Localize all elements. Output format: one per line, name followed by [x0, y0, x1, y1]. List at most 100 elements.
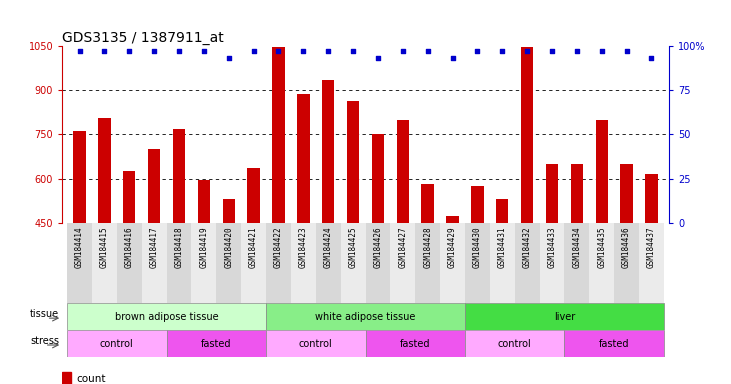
Bar: [390, 223, 415, 303]
Text: control: control: [498, 339, 531, 349]
Point: [198, 48, 210, 55]
Bar: [222, 199, 235, 223]
Text: GSM184417: GSM184417: [150, 227, 159, 268]
Bar: [67, 223, 92, 303]
Bar: [266, 330, 366, 357]
Text: control: control: [100, 339, 134, 349]
Text: tissue: tissue: [30, 309, 59, 319]
Text: GSM184414: GSM184414: [75, 227, 84, 268]
Bar: [596, 120, 608, 223]
Bar: [465, 330, 564, 357]
Point: [173, 48, 185, 55]
Point: [397, 48, 409, 55]
Bar: [173, 129, 185, 223]
Text: liver: liver: [554, 312, 575, 322]
Bar: [316, 223, 341, 303]
Text: GSM184427: GSM184427: [398, 227, 407, 268]
Bar: [440, 223, 465, 303]
Bar: [571, 164, 583, 223]
Bar: [67, 330, 167, 357]
Point: [298, 48, 309, 55]
Bar: [291, 223, 316, 303]
Text: GSM184436: GSM184436: [622, 227, 631, 268]
Text: stress: stress: [30, 336, 59, 346]
Bar: [123, 170, 135, 223]
Bar: [341, 223, 366, 303]
Text: fasted: fasted: [201, 339, 232, 349]
Point: [124, 48, 135, 55]
Bar: [366, 330, 465, 357]
Bar: [148, 149, 160, 223]
Bar: [471, 186, 484, 223]
Bar: [546, 164, 558, 223]
Bar: [422, 184, 434, 223]
Text: GSM184415: GSM184415: [100, 227, 109, 268]
Bar: [465, 303, 664, 330]
Bar: [167, 223, 192, 303]
Text: count: count: [77, 374, 106, 384]
Text: GSM184426: GSM184426: [374, 227, 382, 268]
Text: fasted: fasted: [599, 339, 629, 349]
Text: GSM184437: GSM184437: [647, 227, 656, 268]
Text: GSM184422: GSM184422: [274, 227, 283, 268]
Bar: [639, 223, 664, 303]
Bar: [167, 330, 266, 357]
Bar: [496, 199, 509, 223]
Text: GSM184418: GSM184418: [175, 227, 183, 268]
Bar: [322, 80, 334, 223]
Text: GSM184430: GSM184430: [473, 227, 482, 268]
Bar: [645, 174, 658, 223]
Point: [471, 48, 483, 55]
Bar: [247, 168, 260, 223]
Point: [273, 48, 284, 55]
Bar: [614, 223, 639, 303]
Point: [99, 48, 110, 55]
Point: [645, 55, 657, 61]
Bar: [98, 118, 110, 223]
Point: [621, 48, 632, 55]
Bar: [465, 223, 490, 303]
Bar: [521, 47, 534, 223]
Bar: [62, 372, 72, 384]
Text: GSM184435: GSM184435: [597, 227, 606, 268]
Text: GSM184425: GSM184425: [349, 227, 357, 268]
Bar: [372, 134, 385, 223]
Text: GSM184423: GSM184423: [299, 227, 308, 268]
Bar: [266, 303, 465, 330]
Text: GSM184429: GSM184429: [448, 227, 457, 268]
Point: [521, 48, 533, 55]
Text: GDS3135 / 1387911_at: GDS3135 / 1387911_at: [62, 31, 224, 45]
Text: GSM184420: GSM184420: [224, 227, 233, 268]
Point: [74, 48, 86, 55]
Point: [372, 55, 384, 61]
Bar: [415, 223, 440, 303]
Point: [447, 55, 458, 61]
Point: [596, 48, 607, 55]
Text: brown adipose tissue: brown adipose tissue: [115, 312, 219, 322]
Bar: [272, 47, 284, 223]
Bar: [346, 101, 359, 223]
Bar: [266, 223, 291, 303]
Bar: [73, 131, 86, 223]
Bar: [447, 216, 459, 223]
Bar: [366, 223, 390, 303]
Text: GSM184434: GSM184434: [572, 227, 581, 268]
Bar: [515, 223, 539, 303]
Bar: [241, 223, 266, 303]
Bar: [564, 223, 589, 303]
Point: [571, 48, 583, 55]
Bar: [297, 94, 309, 223]
Bar: [142, 223, 167, 303]
Point: [546, 48, 558, 55]
Bar: [216, 223, 241, 303]
Bar: [117, 223, 142, 303]
Point: [322, 48, 334, 55]
Text: GSM184416: GSM184416: [125, 227, 134, 268]
Bar: [92, 223, 117, 303]
Bar: [621, 164, 633, 223]
Text: control: control: [299, 339, 333, 349]
Bar: [192, 223, 216, 303]
Point: [248, 48, 260, 55]
Bar: [197, 180, 210, 223]
Bar: [539, 223, 564, 303]
